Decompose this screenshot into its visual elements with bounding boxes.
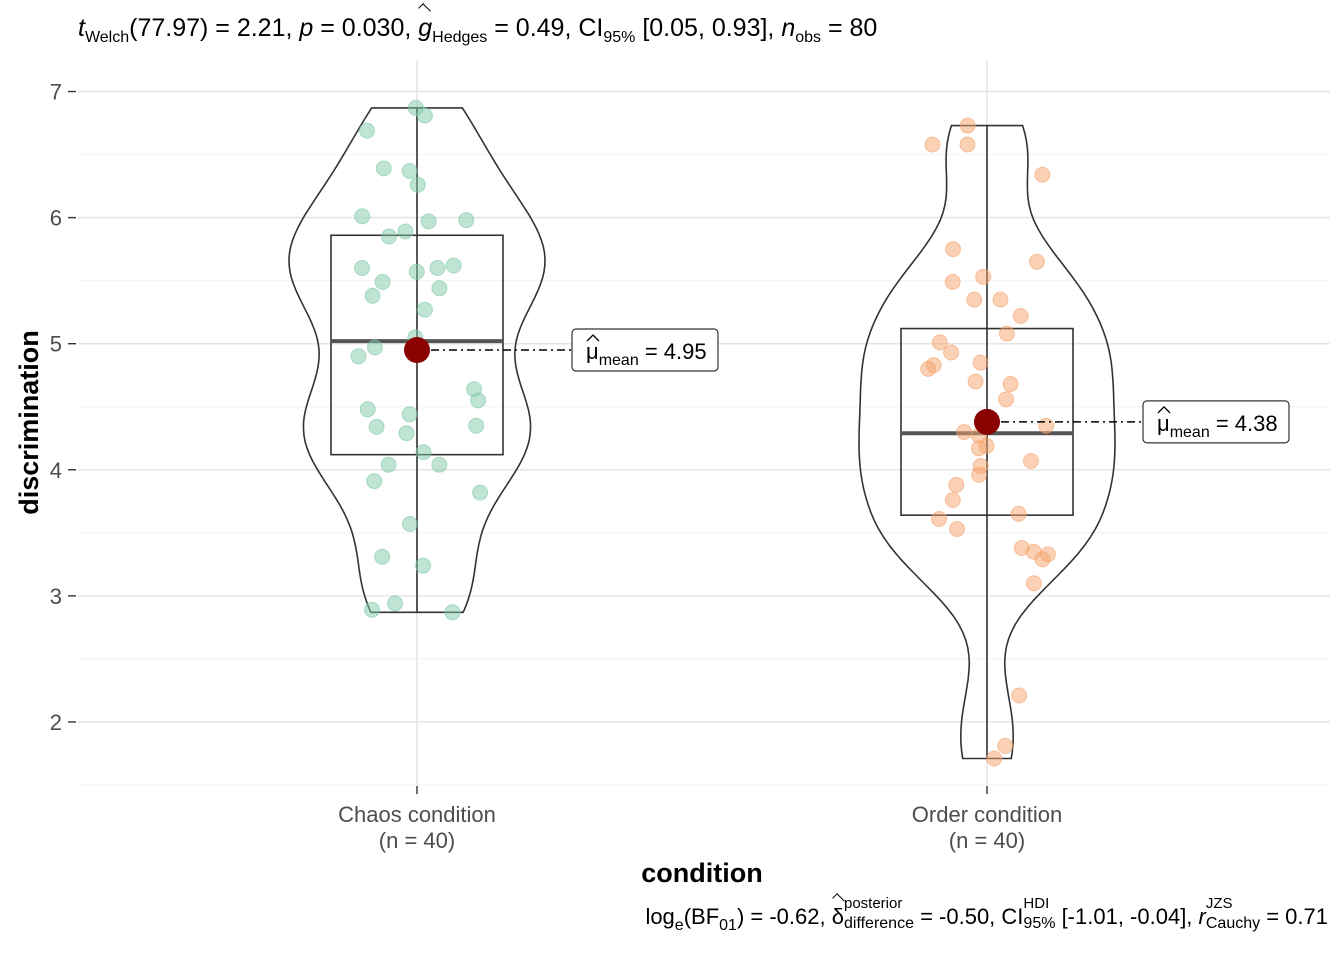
chart-caption: loge(BF01) = -0.62, δ posterior difference… [645, 895, 1328, 934]
data-point [368, 418, 385, 435]
data-point [924, 136, 941, 153]
data-point [967, 373, 984, 390]
data-point [375, 160, 392, 177]
data-point [401, 163, 418, 179]
x-tick-count: (n = 40) [379, 828, 455, 853]
data-point [966, 291, 983, 308]
data-point [415, 557, 432, 574]
data-point [366, 473, 383, 490]
data-point [948, 476, 965, 493]
data-point [415, 444, 432, 461]
x-tick-label: Order condition [912, 802, 1062, 827]
data-point [975, 268, 992, 285]
data-point [959, 136, 976, 153]
data-point [971, 440, 987, 457]
data-point [431, 456, 448, 473]
mean-label: μmean = 4.38 [1157, 411, 1278, 441]
data-point [431, 280, 448, 297]
data-point [416, 107, 433, 124]
data-point [1010, 505, 1027, 522]
mean-point [404, 337, 430, 363]
y-tick-label: 6 [50, 206, 62, 231]
data-point [445, 257, 462, 274]
data-point [943, 344, 960, 361]
data-point [364, 601, 380, 618]
data-point [986, 750, 1003, 767]
mean-label: μmean = 4.95 [586, 339, 707, 369]
mean-hat-icon [586, 334, 600, 342]
y-tick-label: 5 [50, 332, 62, 357]
data-point [920, 360, 937, 377]
data-point [1011, 687, 1028, 704]
data-point [997, 737, 1014, 754]
data-point [1034, 551, 1051, 568]
mean-hat-icon [1157, 405, 1171, 414]
data-point [972, 354, 989, 371]
data-point [472, 484, 489, 501]
data-point [971, 466, 988, 483]
data-point [381, 228, 397, 245]
data-point [364, 287, 381, 304]
y-tick-label: 3 [50, 584, 62, 609]
data-point [959, 117, 976, 134]
data-point [998, 391, 1015, 408]
data-point [374, 273, 391, 290]
data-point [992, 291, 1009, 308]
data-point [350, 348, 367, 365]
violin-outline [288, 107, 546, 614]
mean-point [974, 408, 1000, 435]
data-point [401, 406, 418, 423]
data-point [1002, 376, 1019, 392]
data-point [416, 301, 433, 318]
data-point [398, 425, 415, 442]
data-point [408, 263, 425, 280]
data-point [374, 548, 391, 565]
mean-label-box [571, 328, 719, 372]
mean-label-box [1142, 400, 1290, 444]
data-point [945, 241, 961, 258]
data-point [1028, 253, 1045, 270]
data-point [359, 122, 375, 139]
data-point [1023, 453, 1039, 469]
data-point [359, 401, 376, 418]
data-point [931, 511, 948, 527]
x-axis-title: condition [641, 858, 762, 888]
data-point [931, 334, 948, 351]
chart-title: tWelch(77.97) = 2.21, p = 0.030, gHedges… [78, 14, 878, 46]
data-point [1034, 166, 1051, 183]
data-point [944, 492, 961, 508]
data-point [949, 521, 966, 537]
x-tick-label: Chaos condition [338, 802, 496, 827]
data-point [444, 604, 461, 621]
data-point [354, 208, 371, 225]
data-point [1012, 308, 1029, 324]
violin-outline [858, 124, 1116, 760]
data-point [1038, 417, 1055, 434]
data-point [998, 325, 1015, 342]
data-point [458, 212, 475, 229]
data-point [468, 417, 485, 434]
data-point [420, 213, 437, 230]
data-point [429, 260, 446, 276]
data-point [397, 223, 414, 240]
y-axis-title: discrimination [14, 330, 44, 515]
y-tick-label: 4 [50, 458, 62, 483]
data-point [387, 595, 403, 612]
data-point [354, 260, 370, 276]
x-tick-count: (n = 40) [949, 828, 1025, 853]
data-point [380, 456, 397, 473]
data-point [944, 273, 961, 290]
data-point [956, 424, 973, 440]
data-point [1025, 575, 1042, 592]
y-tick-label: 7 [50, 80, 62, 105]
data-point [409, 176, 426, 193]
data-point [401, 516, 418, 532]
data-point [366, 339, 383, 356]
y-tick-label: 2 [50, 710, 62, 735]
data-point [470, 392, 487, 409]
